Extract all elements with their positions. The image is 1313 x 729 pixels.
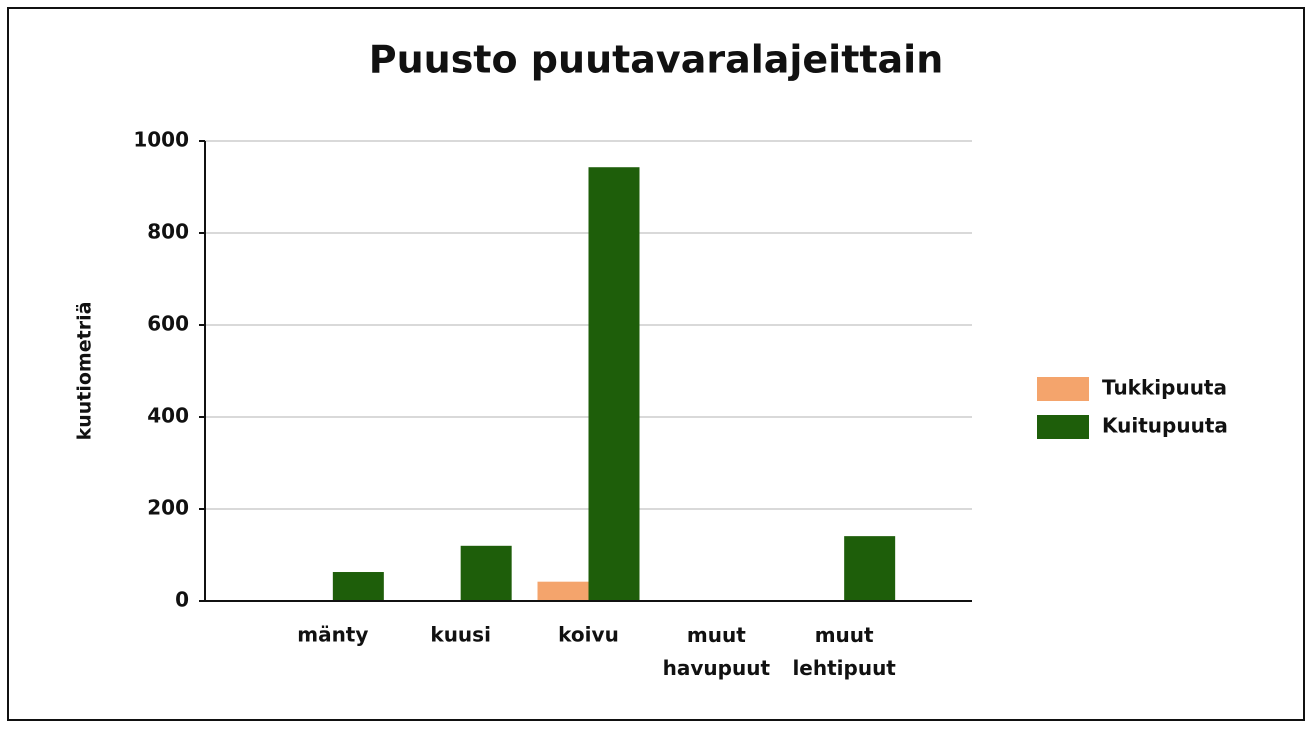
- y-tick-label: 200: [147, 496, 189, 520]
- legend-swatch: [1037, 377, 1089, 401]
- x-tick-label: muut havupuut: [663, 623, 771, 680]
- y-axis-label: kuutiometriä: [74, 302, 96, 441]
- x-tick-label: kuusi: [430, 623, 491, 647]
- legend-label: Tukkipuuta: [1102, 376, 1227, 400]
- bar: [537, 581, 589, 601]
- bar: [460, 545, 512, 601]
- x-tick-label: koivu: [558, 623, 619, 647]
- y-tick-label: 800: [147, 220, 189, 244]
- bar: [844, 536, 896, 601]
- bar: [332, 572, 384, 601]
- bar: [588, 167, 640, 601]
- y-tick-label: 1000: [133, 128, 189, 152]
- legend-swatch: [1037, 415, 1089, 439]
- legend-label: Kuitupuuta: [1102, 414, 1228, 438]
- chart-title: Puusto puutavaralajeittain: [369, 38, 944, 82]
- y-tick-label: 600: [147, 312, 189, 336]
- frame: [7, 7, 1305, 721]
- y-tick-label: 400: [147, 404, 189, 428]
- x-tick-label: mänty: [297, 623, 368, 647]
- y-tick-label: 0: [175, 588, 189, 612]
- x-tick-label: muut lehtipuut: [792, 623, 896, 680]
